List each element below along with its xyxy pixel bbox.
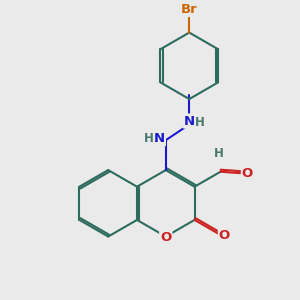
Text: H: H bbox=[144, 132, 154, 145]
Text: O: O bbox=[160, 232, 171, 244]
Text: H: H bbox=[214, 147, 224, 160]
Text: N: N bbox=[184, 115, 195, 128]
Text: H: H bbox=[195, 116, 205, 129]
Text: Br: Br bbox=[180, 3, 197, 16]
Text: N: N bbox=[154, 132, 165, 145]
Text: O: O bbox=[219, 229, 230, 242]
Text: O: O bbox=[242, 167, 253, 180]
